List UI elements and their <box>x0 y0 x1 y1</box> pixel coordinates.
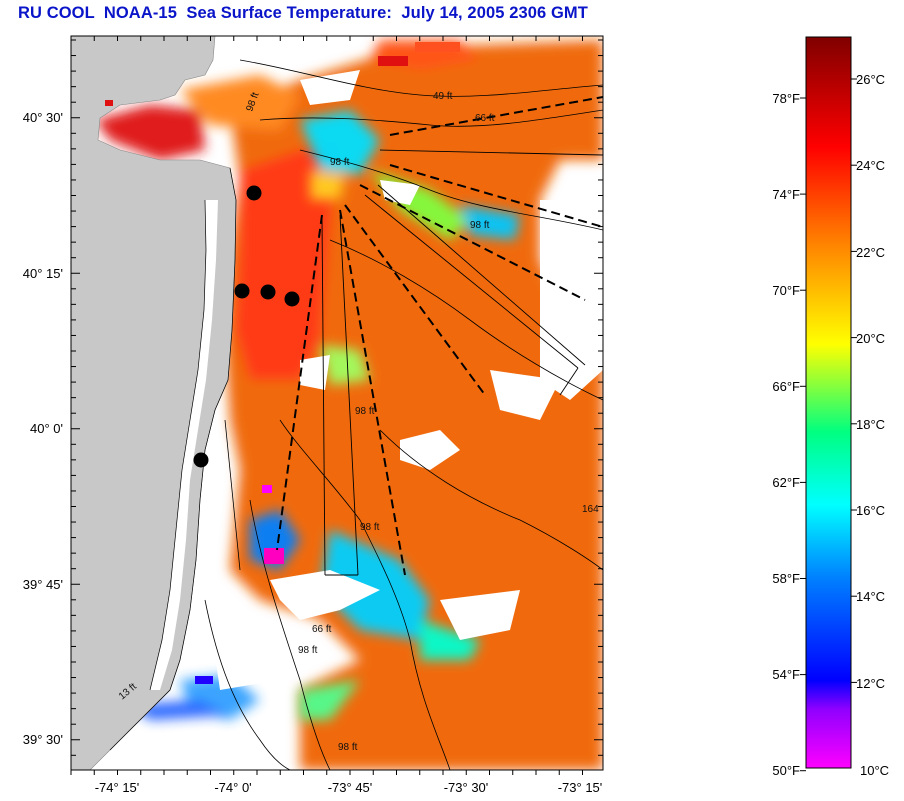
latitude-labels: 40° 30' 40° 15' 40° 0' 39° 45' 39° 30' <box>23 110 63 747</box>
colorbar-gradient <box>805 36 852 769</box>
contour-label: 98 ft <box>338 742 358 753</box>
cloud-gap <box>440 590 520 640</box>
boundary-lines <box>321 149 603 576</box>
cb-f-label: 54°F <box>772 667 800 682</box>
map-panel: 49 ft 66 ft 98 ft 98 ft 98 ft 98 ft 66 f… <box>71 36 603 770</box>
map-frame <box>70 35 604 771</box>
contour-label: 98 ft <box>355 406 375 417</box>
lon-label: -74° 15' <box>95 780 140 795</box>
cb-c-label: 16°C <box>856 503 885 518</box>
contour-label: 98 ft <box>330 157 350 168</box>
contour-label: 98 ft <box>360 522 380 533</box>
cb-f-label: 66°F <box>772 379 800 394</box>
sst-pixel <box>105 100 113 106</box>
station-marker[interactable] <box>284 291 300 307</box>
contour-label: 98 ft <box>298 645 318 656</box>
cb-f-label: 74°F <box>772 187 800 202</box>
latitude-ticks <box>71 39 603 756</box>
contour-label: 164 <box>582 504 599 515</box>
cb-c-label: 20°C <box>856 331 885 346</box>
lat-label: 39° 45' <box>23 577 63 592</box>
cloud-gap <box>540 200 603 400</box>
cloud-gap <box>380 180 420 205</box>
sst-pixel <box>415 42 460 52</box>
bathymetry-contours <box>204 59 603 770</box>
cb-f-label: 78°F <box>772 91 800 106</box>
contour-labels: 49 ft 66 ft 98 ft 98 ft 98 ft 98 ft 66 f… <box>117 91 599 753</box>
cloud-gap <box>490 370 560 420</box>
contour-label: 66 ft <box>312 624 332 635</box>
lon-label: -73° 45' <box>328 780 373 795</box>
map-title: RU COOL NOAA-15 Sea Surface Temperature:… <box>18 4 588 22</box>
station-marker[interactable] <box>260 284 276 300</box>
cb-c-label: 10°C <box>860 763 889 778</box>
sst-field <box>95 40 603 770</box>
longitude-labels: -74° 15' -74° 0' -73° 45' -73° 30' -73° … <box>95 780 603 795</box>
station-marker[interactable] <box>234 283 250 299</box>
sst-pixel <box>264 548 284 564</box>
cb-f-label: 50°F <box>772 763 800 778</box>
coastline <box>109 167 237 751</box>
longitude-ticks <box>70 36 583 775</box>
lat-label: 40° 15' <box>23 266 63 281</box>
contour-label: 49 ft <box>433 91 453 102</box>
cb-c-label: 26°C <box>856 72 885 87</box>
station-markers <box>193 185 300 468</box>
cloud-gap <box>300 70 360 105</box>
sst-pixel <box>195 676 213 684</box>
lon-label: -74° 0' <box>214 780 251 795</box>
cb-c-label: 12°C <box>856 676 885 691</box>
sst-pixel <box>378 56 408 66</box>
lat-label: 40° 30' <box>23 110 63 125</box>
cloud-gap <box>270 570 380 620</box>
station-marker[interactable] <box>193 452 209 468</box>
sst-pixel <box>262 485 272 493</box>
cb-f-label: 62°F <box>772 475 800 490</box>
cb-f-label: 58°F <box>772 571 800 586</box>
cb-f-label: 70°F <box>772 283 800 298</box>
colorbar-fahrenheit-labels: 78°F 74°F 70°F 66°F 62°F 58°F 54°F 50°F <box>772 91 800 778</box>
transect-lines <box>276 96 603 576</box>
cb-c-label: 18°C <box>856 417 885 432</box>
colorbar: 78°F 74°F 70°F 66°F 62°F 58°F 54°F 50°F … <box>772 36 889 778</box>
barrier-island-channel <box>150 200 218 690</box>
cloud-gap <box>300 355 330 390</box>
cloud-gap <box>210 620 290 690</box>
lon-label: -73° 30' <box>444 780 489 795</box>
lon-label: -73° 15' <box>558 780 603 795</box>
cb-c-label: 24°C <box>856 158 885 173</box>
contour-label: 98 ft <box>470 220 490 231</box>
cb-c-label: 14°C <box>856 589 885 604</box>
colorbar-celsius-labels: 26°C 24°C 22°C 20°C 18°C 16°C 14°C 12°C … <box>856 72 889 778</box>
lat-label: 40° 0' <box>30 421 63 436</box>
lat-label: 39° 30' <box>23 732 63 747</box>
cloud-gap <box>400 430 460 470</box>
contour-label: 66 ft <box>475 113 495 124</box>
station-marker[interactable] <box>246 185 262 201</box>
cb-c-label: 22°C <box>856 245 885 260</box>
